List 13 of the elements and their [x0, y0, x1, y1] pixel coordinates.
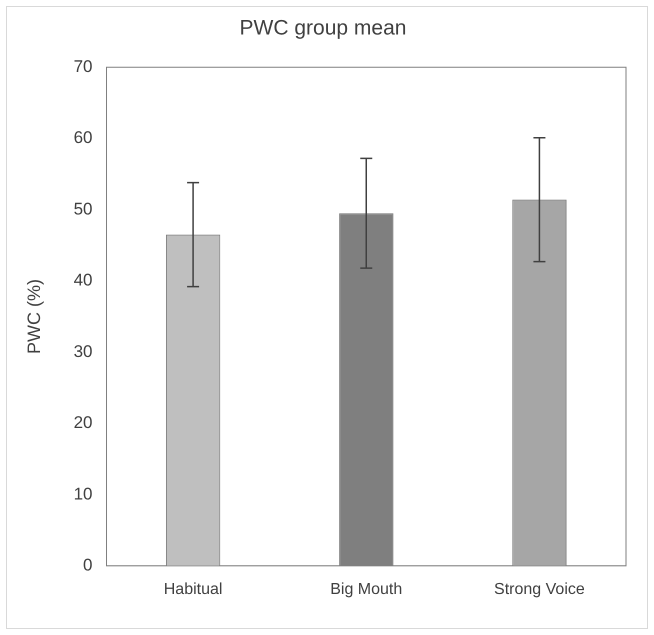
y-tick-label: 30 — [74, 342, 93, 361]
y-tick-label: 10 — [74, 484, 93, 504]
y-axis-title: PWC (%) — [24, 279, 44, 354]
y-tick-label: 50 — [74, 199, 93, 218]
x-tick-label: Big Mouth — [330, 580, 402, 598]
y-tick-label: 60 — [74, 128, 93, 148]
x-tick-label: Habitual — [164, 580, 222, 598]
y-tick-label: 40 — [74, 270, 93, 290]
y-tick-label: 0 — [83, 555, 93, 574]
y-tick-label: 70 — [74, 56, 93, 76]
y-tick-label: 20 — [74, 413, 93, 432]
chart-title: PWC group mean — [240, 16, 406, 40]
x-tick-label: Strong Voice — [494, 580, 585, 598]
